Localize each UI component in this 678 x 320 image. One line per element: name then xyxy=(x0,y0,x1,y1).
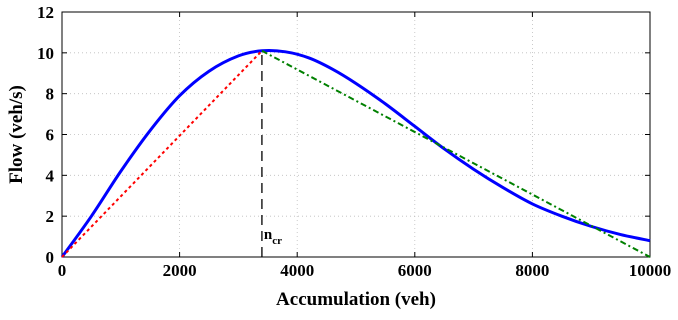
series-line-dash-dot xyxy=(261,49,651,258)
x-tick-label: 6000 xyxy=(398,261,432,280)
x-tick-label: 2000 xyxy=(163,261,197,280)
grid-lines xyxy=(61,11,651,258)
critical-accumulation-label: ncr xyxy=(264,227,282,247)
x-tick-label: 4000 xyxy=(280,261,314,280)
label-main: n xyxy=(264,227,273,243)
x-tick-label: 0 xyxy=(58,261,67,280)
x-tick-label: 10000 xyxy=(629,261,672,280)
axis-ticks: 0 2000 4000 6000 8000 10000 0 2 4 6 8 10 12 xyxy=(37,3,671,280)
series-layer xyxy=(60,48,651,258)
x-tick-label: 8000 xyxy=(515,261,549,280)
y-tick-label: 4 xyxy=(46,166,55,185)
label-subscript: cr xyxy=(272,235,282,247)
y-tick-label: 0 xyxy=(46,248,55,267)
y-axis-title: Flow (veh/s) xyxy=(6,85,27,184)
annotation-layer: ncr xyxy=(261,50,282,257)
y-tick-label: 8 xyxy=(46,85,55,104)
x-axis-title: Accumulation (veh) xyxy=(276,289,436,310)
y-tick-label: 12 xyxy=(37,3,54,22)
series-line-solid xyxy=(60,48,651,258)
y-tick-label: 6 xyxy=(46,126,55,145)
y-tick-label: 10 xyxy=(37,44,54,63)
y-tick-label: 2 xyxy=(46,207,55,226)
series-line-dotted xyxy=(61,50,263,258)
